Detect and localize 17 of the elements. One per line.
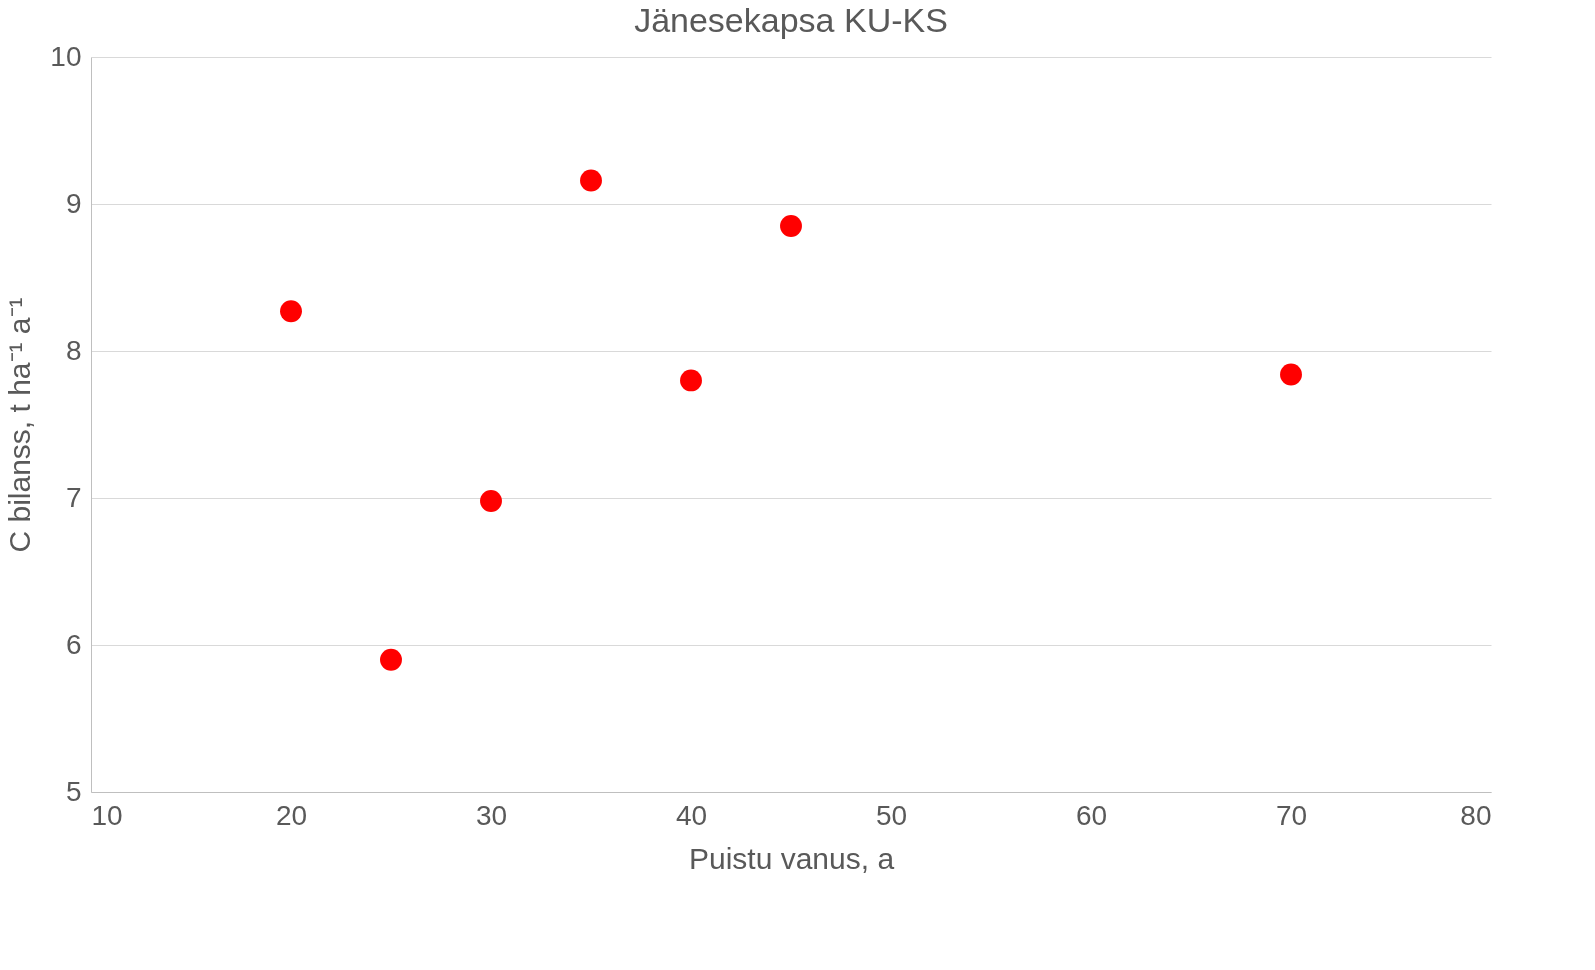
y-tick-label: 10 <box>50 40 82 72</box>
chart-title: Jänesekapsa KU-KS <box>634 1 948 39</box>
y-tick-label: 9 <box>65 187 82 219</box>
x-tick-label: 40 <box>675 799 708 831</box>
x-tick-label: 80 <box>1460 799 1492 831</box>
y-axis-title: C bilanss, t ha⁻¹ a⁻¹ <box>3 297 37 553</box>
x-tick-label: 30 <box>475 799 508 831</box>
y-tick-label: 7 <box>65 481 82 513</box>
x-axis-title: Puistu vanus, a <box>688 841 895 875</box>
y-tick-label: 6 <box>65 628 82 660</box>
x-tick-label: 70 <box>1275 799 1308 831</box>
x-tick-label: 50 <box>875 799 908 831</box>
x-tick-label: 60 <box>1075 799 1108 831</box>
y-tick-label: 5 <box>65 775 82 807</box>
x-tick-label: 10 <box>91 799 123 831</box>
x-tick-label: 20 <box>275 799 308 831</box>
y-tick-label: 8 <box>65 334 82 366</box>
